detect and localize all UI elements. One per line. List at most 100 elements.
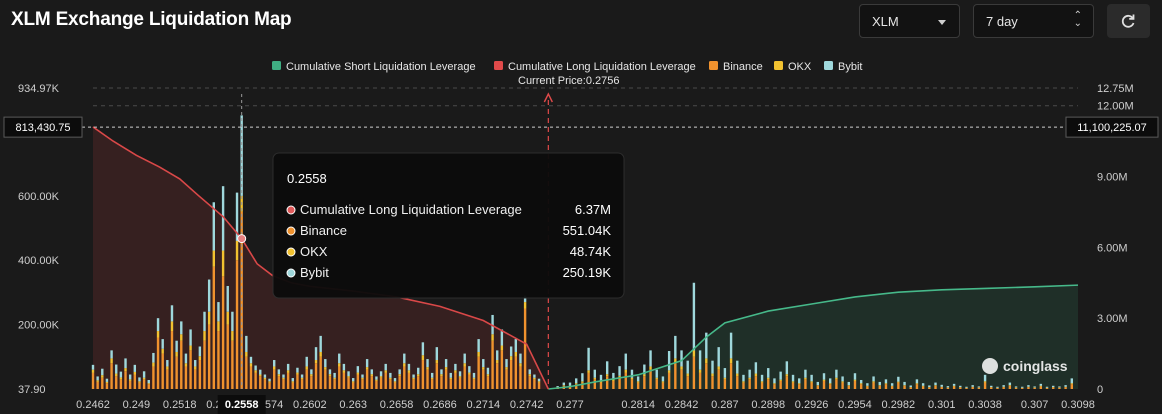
bar-binance [754, 376, 758, 389]
legend-swatch [774, 61, 783, 70]
bar-bybit [231, 311, 234, 332]
bar-okx [370, 374, 373, 377]
bar-bybit [983, 374, 987, 382]
bar-okx [351, 381, 355, 383]
bar-binance [259, 376, 262, 389]
bar-okx [872, 381, 875, 383]
bar-bybit [1002, 385, 1005, 387]
bar-okx [859, 383, 863, 385]
bar-binance [435, 363, 439, 389]
bar-bybit [1008, 382, 1012, 386]
bar-bybit [472, 372, 476, 378]
bar-okx [575, 383, 578, 385]
bar-binance [667, 372, 671, 389]
bar-bybit [528, 369, 531, 375]
bar-binance [593, 379, 596, 389]
bar-bybit [398, 369, 401, 375]
bar-binance [533, 379, 536, 389]
bar-binance [829, 384, 832, 389]
bar-binance [124, 371, 127, 389]
bar-okx [347, 376, 350, 378]
bar-binance [624, 372, 627, 389]
bar-binance [643, 376, 646, 389]
bar-binance [959, 387, 962, 389]
bar-okx [667, 370, 671, 373]
bar-okx [435, 360, 439, 364]
y-left-tick-label: 400.00K [18, 255, 60, 267]
x-tick-label: 0.2742 [510, 399, 544, 411]
bar-okx [705, 358, 708, 364]
bar-bybit [496, 350, 499, 361]
bar-binance [254, 372, 257, 389]
current-price-arrow [543, 92, 553, 103]
page-title: XLM Exchange Liquidation Map [11, 9, 292, 30]
bar-bybit [990, 385, 993, 388]
refresh-button[interactable] [1107, 4, 1150, 38]
bar-binance [147, 384, 150, 389]
bar-okx [398, 374, 401, 377]
bar-okx [221, 250, 225, 277]
bar-bybit [124, 358, 127, 369]
bar-okx [581, 381, 584, 383]
bar-bybit [194, 360, 197, 367]
crosshair-x-box [217, 395, 266, 414]
bar-binance [767, 379, 770, 389]
bar-binance [773, 384, 776, 389]
bar-bybit [147, 379, 150, 384]
bar-bybit [435, 347, 439, 361]
bar-okx [147, 383, 150, 385]
bar-okx [533, 377, 536, 380]
tooltip-series-name: Binance [300, 223, 347, 238]
bar-bybit [705, 332, 708, 359]
bar-binance [314, 363, 318, 389]
bar-okx [779, 379, 782, 381]
bar-okx [915, 383, 919, 385]
bar-binance [990, 387, 993, 389]
chevron-down-icon [938, 20, 946, 25]
bar-okx [878, 385, 881, 386]
bar-okx [897, 381, 900, 383]
bar-binance [482, 369, 485, 389]
bar-bybit [537, 378, 541, 382]
range-select[interactable]: 7 day ⌃ ⌄ [973, 4, 1094, 38]
legend-swatch [709, 61, 718, 70]
bar-binance [717, 369, 720, 389]
bar-bybit [866, 383, 869, 386]
bar-bybit [971, 385, 974, 387]
bar-binance [449, 379, 452, 389]
bar-okx [729, 358, 733, 364]
bar-binance [903, 385, 906, 389]
bar-bybit [556, 386, 559, 388]
bar-bybit [717, 347, 720, 367]
bar-bybit [310, 369, 313, 375]
bar-okx [133, 371, 137, 375]
bar-okx [791, 381, 795, 383]
bar-binance [194, 369, 197, 389]
bar-okx [249, 363, 253, 367]
bar-okx [742, 381, 745, 383]
symbol-select[interactable]: XLM [859, 4, 960, 38]
bar-bybit [180, 321, 183, 335]
x-tick-label: 0.2898 [751, 399, 785, 411]
tooltip-series-value: 551.04K [563, 223, 612, 238]
bar-binance [115, 376, 118, 389]
bar-okx [91, 369, 95, 373]
bar-bybit [903, 381, 906, 386]
tooltip-series-value: 250.19K [563, 265, 612, 280]
x-tick-label: 0.2462 [76, 399, 110, 411]
bar-bybit [1014, 386, 1018, 388]
bar-binance [649, 369, 652, 389]
bar-bybit [426, 359, 429, 368]
bar-okx [119, 377, 123, 380]
bar-bybit [841, 376, 844, 382]
bar-binance [853, 380, 857, 389]
bar-binance [1058, 387, 1061, 389]
bar-okx [841, 381, 844, 383]
bar-bybit [175, 340, 178, 352]
y-right-tick-label: 3.00M [1097, 313, 1128, 325]
bar-bybit [649, 350, 652, 367]
bar-bybit [872, 376, 875, 382]
bar-okx [711, 373, 714, 377]
bar-bybit [300, 374, 304, 378]
